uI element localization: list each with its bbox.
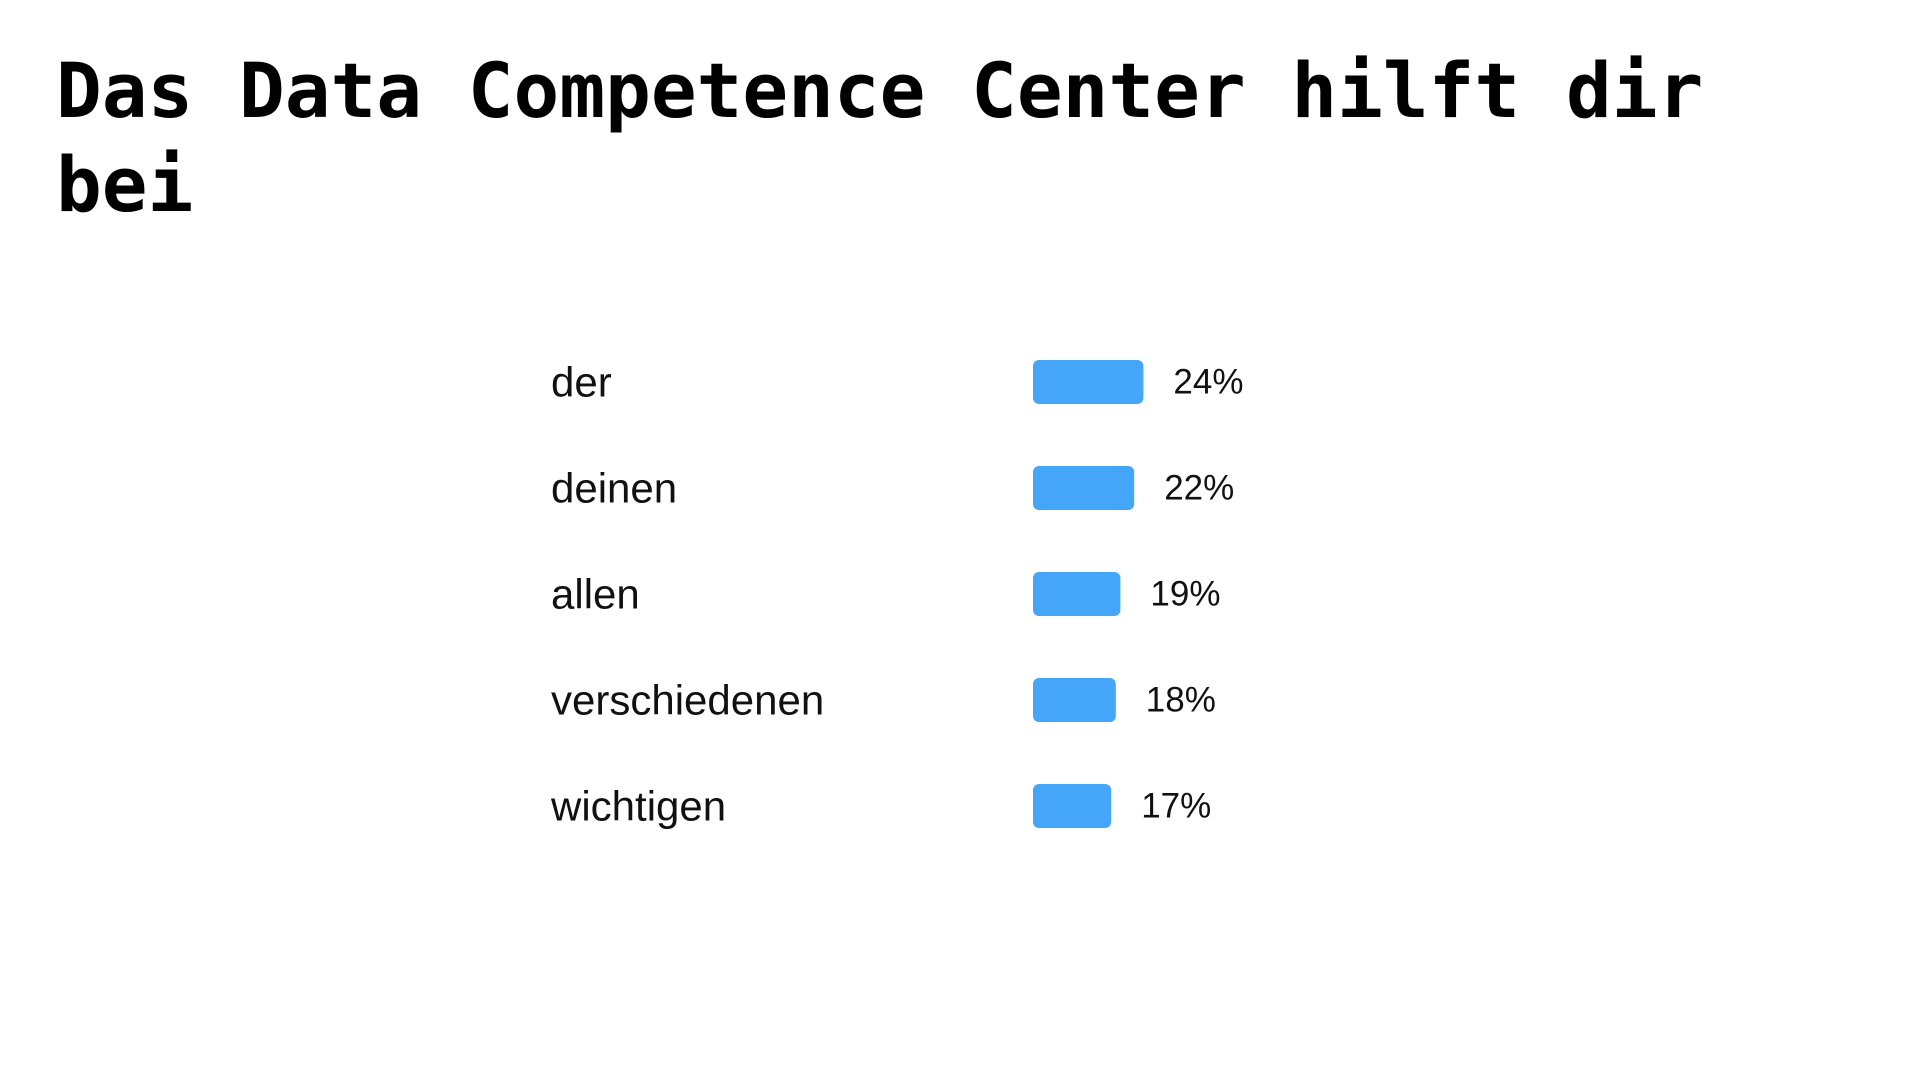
bar-allen [1033,572,1121,616]
value-label-deinen: 22% [1164,469,1234,508]
category-label-allen: allen [551,571,640,618]
chart-rows: der 24% deinen 22% allen 19% verschiedenen 18% w… [550,359,1243,830]
category-label-verschiedenen: verschiedenen [551,677,824,724]
bar-row-verschiedenen: verschiedenen 18% [551,677,1216,724]
value-label-wichtigen: 17% [1141,787,1211,826]
page-title: Das Data Competence Center hilft dir bei [56,46,1704,229]
bar-wichtigen [1033,784,1112,828]
value-label-verschiedenen: 18% [1146,681,1216,720]
bar-row-wichtigen: wichtigen 17% [550,783,1211,830]
category-label-wichtigen: wichtigen [550,783,726,830]
bar-der [1033,360,1144,404]
category-label-deinen: deinen [551,465,677,512]
bar-deinen [1033,466,1135,510]
value-label-allen: 19% [1150,575,1220,614]
bar-row-deinen: deinen 22% [551,465,1234,512]
value-label-der: 24% [1173,363,1243,402]
bar-verschiedenen [1033,678,1116,722]
category-label-der: der [551,359,612,406]
bar-row-allen: allen 19% [551,571,1220,618]
bar-row-der: der 24% [551,359,1243,406]
